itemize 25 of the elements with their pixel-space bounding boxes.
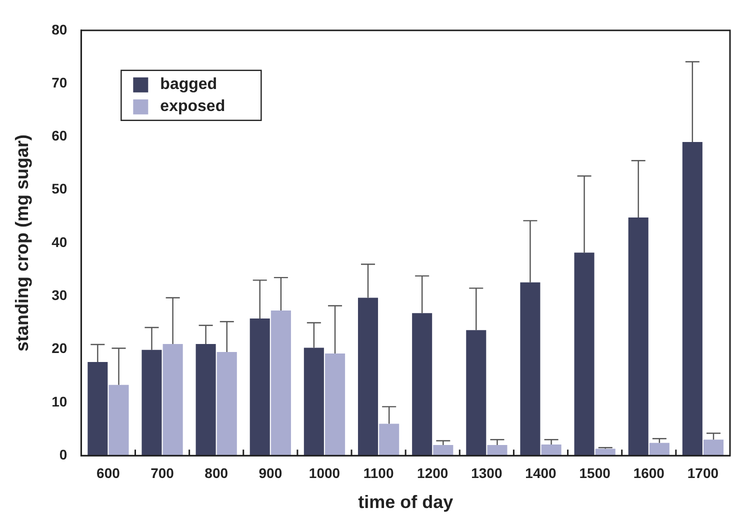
y-tick-label: 30 <box>52 287 68 304</box>
y-tick-label: 20 <box>52 340 68 356</box>
x-tick-label: 1700 <box>687 464 719 481</box>
x-tick-label: 1400 <box>525 464 557 481</box>
x-tick-label: 1100 <box>363 464 394 481</box>
y-tick-label: 60 <box>52 128 68 144</box>
x-tick-label: 1000 <box>308 464 340 481</box>
y-tick-label: 10 <box>52 393 68 410</box>
y-tick-label: 70 <box>52 74 68 90</box>
y-axis-title: standing crop (mg sugar) <box>12 134 32 352</box>
y-tick-label: 50 <box>52 180 68 197</box>
x-tick-label: 1200 <box>417 464 448 481</box>
x-tick-label: 1500 <box>579 464 611 481</box>
y-tick-label: 0 <box>59 446 68 462</box>
x-tick-label: 800 <box>204 464 228 481</box>
x-tick-label: 900 <box>258 464 282 481</box>
x-tick-label: 1600 <box>633 464 665 481</box>
x-tick-label: 600 <box>96 464 120 481</box>
y-tick-label: 80 <box>52 21 68 38</box>
x-axis-title: time of day <box>358 492 454 512</box>
legend-label: bagged <box>160 76 218 93</box>
x-tick-label: 700 <box>150 464 174 481</box>
legend-label: exposed <box>160 98 226 115</box>
x-tick-label: 1300 <box>471 464 502 481</box>
y-tick-label: 40 <box>52 234 68 250</box>
